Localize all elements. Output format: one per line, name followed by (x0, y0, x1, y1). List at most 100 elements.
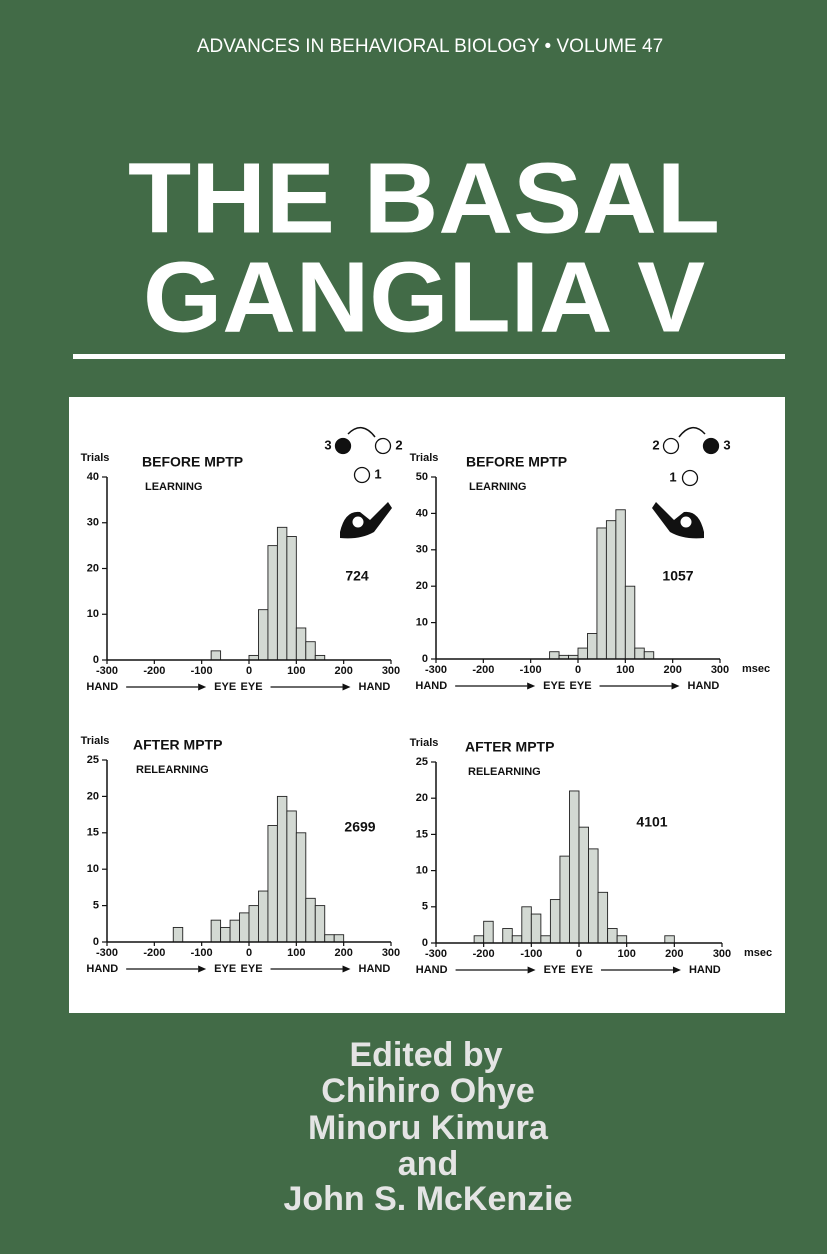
x-tick-label: -200 (143, 665, 165, 677)
x-tick-label: 100 (617, 948, 635, 960)
histogram-bar (530, 913, 542, 944)
y-tick-label: 20 (416, 580, 428, 592)
y-tick-label: 20 (87, 562, 99, 574)
direction-label: EYE (570, 680, 592, 692)
x-tick-label: -200 (143, 947, 165, 959)
y-tick-label: 10 (87, 863, 99, 875)
target-light (681, 469, 699, 487)
x-tick-label: 0 (575, 664, 581, 676)
histogram-bar (597, 891, 609, 944)
chart-subtitle: RELEARNING (136, 764, 209, 776)
chart-subtitle: RELEARNING (468, 766, 541, 778)
arrow-head (198, 965, 207, 973)
target-light (353, 466, 371, 484)
y-tick-label: 10 (416, 865, 428, 877)
target-number: 2 (395, 437, 402, 452)
figure-panel (69, 397, 785, 1013)
histogram-bar (624, 585, 636, 660)
editor-name: Chihiro Ohye (321, 1072, 534, 1110)
histogram-bar (605, 520, 617, 660)
histogram-bar (578, 826, 589, 944)
histogram-bar (634, 647, 645, 660)
direction-label: HAND (86, 963, 118, 975)
direction-label: EYE (214, 963, 236, 975)
x-tick-label: 200 (663, 664, 681, 676)
histogram-bar (333, 934, 345, 943)
histogram-bar (258, 890, 269, 943)
histogram-bar (569, 790, 580, 944)
target-number: 1 (669, 469, 676, 484)
y-tick-label: 20 (87, 790, 99, 802)
histogram-bar (596, 527, 607, 660)
histogram-bar (549, 899, 561, 944)
title-rule (73, 354, 785, 359)
x-tick-label: 100 (287, 665, 305, 677)
chart-title: AFTER MPTP (133, 737, 222, 753)
y-tick-label: 25 (87, 754, 99, 766)
arrow-head (342, 965, 351, 973)
target-light (662, 437, 680, 455)
target-light (374, 437, 392, 455)
histogram-bar (577, 647, 588, 660)
histogram-bar (559, 855, 570, 944)
y-tick-label: 50 (416, 471, 428, 483)
x-tick-label: -100 (191, 665, 213, 677)
x-tick-label: -300 (425, 948, 447, 960)
direction-label: EYE (241, 963, 263, 975)
histogram-bar (267, 545, 278, 661)
target-arc (347, 427, 376, 438)
direction-label: EYE (543, 680, 565, 692)
x-tick-label: 200 (334, 947, 352, 959)
histogram-bar (314, 905, 326, 943)
y-tick-label: 0 (422, 653, 428, 665)
y-tick-label: 20 (416, 792, 428, 804)
book-title: THE BASAL (128, 142, 720, 254)
arrow-head (527, 966, 536, 974)
hand-icon (652, 502, 704, 539)
direction-label: HAND (689, 964, 721, 976)
arrow-head (671, 682, 680, 690)
histogram-bar (587, 633, 598, 660)
histogram-bar (324, 934, 335, 943)
direction-label: HAND (688, 680, 720, 692)
y-axis-label: Trials (410, 737, 439, 749)
histogram-bar (549, 651, 560, 660)
x-tick-label: -100 (520, 948, 542, 960)
histogram-bar (502, 928, 513, 944)
y-tick-label: 30 (87, 517, 99, 529)
target-light (334, 437, 352, 455)
histogram-bar (521, 906, 532, 944)
chart-title: AFTER MPTP (465, 739, 554, 755)
series-title: ADVANCES IN BEHAVIORAL BIOLOGY • VOLUME … (197, 36, 663, 57)
histogram-bar (295, 832, 307, 943)
direction-label: EYE (241, 681, 263, 693)
histogram-bar (220, 926, 231, 943)
x-tick-label: 0 (246, 665, 252, 677)
target-arc (678, 427, 706, 438)
target-number: 2 (652, 437, 659, 452)
histogram-bar (239, 912, 250, 943)
chart-subtitle: LEARNING (145, 481, 202, 493)
x-tick-label: 200 (665, 948, 683, 960)
histogram-bar (511, 935, 523, 944)
histogram-bar (615, 509, 626, 660)
trial-count: 724 (345, 568, 369, 584)
arrow-head (672, 966, 681, 974)
x-tick-label: -100 (520, 664, 542, 676)
x-tick-label: -300 (96, 947, 118, 959)
x-tick-label: 300 (711, 664, 729, 676)
arrow-head (342, 683, 351, 691)
y-axis-label: Trials (410, 452, 439, 464)
histogram-bar (305, 897, 316, 943)
histogram-bar (258, 609, 269, 661)
histogram-bar (305, 641, 316, 661)
x-tick-label: -300 (96, 665, 118, 677)
x-tick-label: 0 (246, 947, 252, 959)
direction-label: HAND (359, 963, 391, 975)
trial-count: 2699 (344, 819, 375, 835)
histogram-bar (276, 526, 288, 661)
trial-count: 4101 (636, 814, 667, 830)
histogram-bar (172, 926, 184, 943)
trial-count: 1057 (662, 568, 693, 584)
